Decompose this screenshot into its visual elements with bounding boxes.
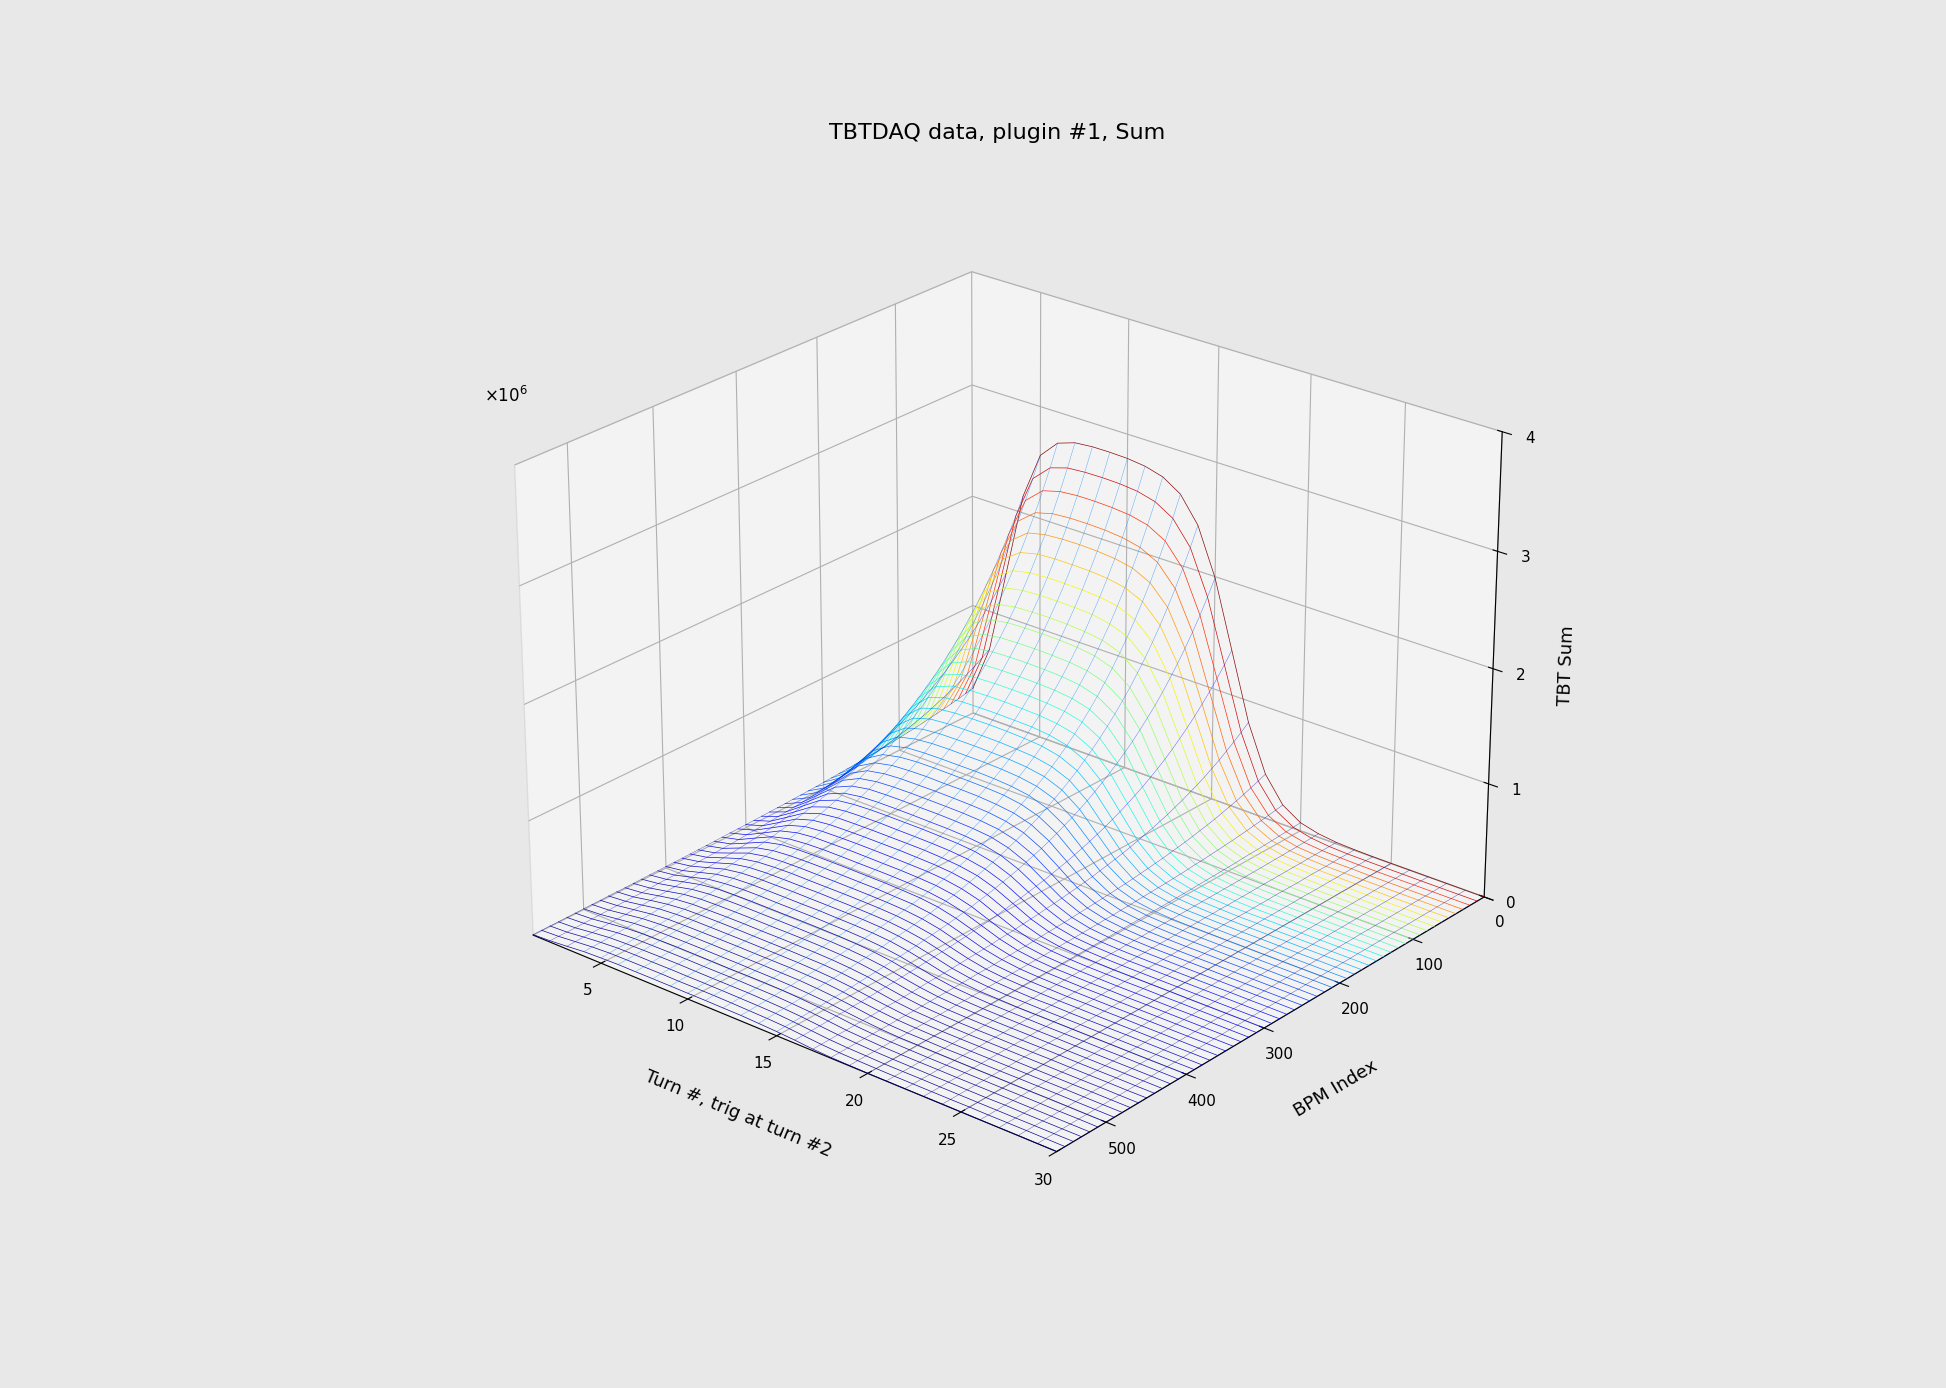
X-axis label: Turn #, trig at turn #2: Turn #, trig at turn #2	[642, 1067, 835, 1160]
Text: $\times10^6$: $\times10^6$	[485, 386, 527, 405]
Y-axis label: BPM Index: BPM Index	[1290, 1056, 1380, 1120]
Title: TBTDAQ data, plugin #1, Sum: TBTDAQ data, plugin #1, Sum	[829, 122, 1166, 143]
